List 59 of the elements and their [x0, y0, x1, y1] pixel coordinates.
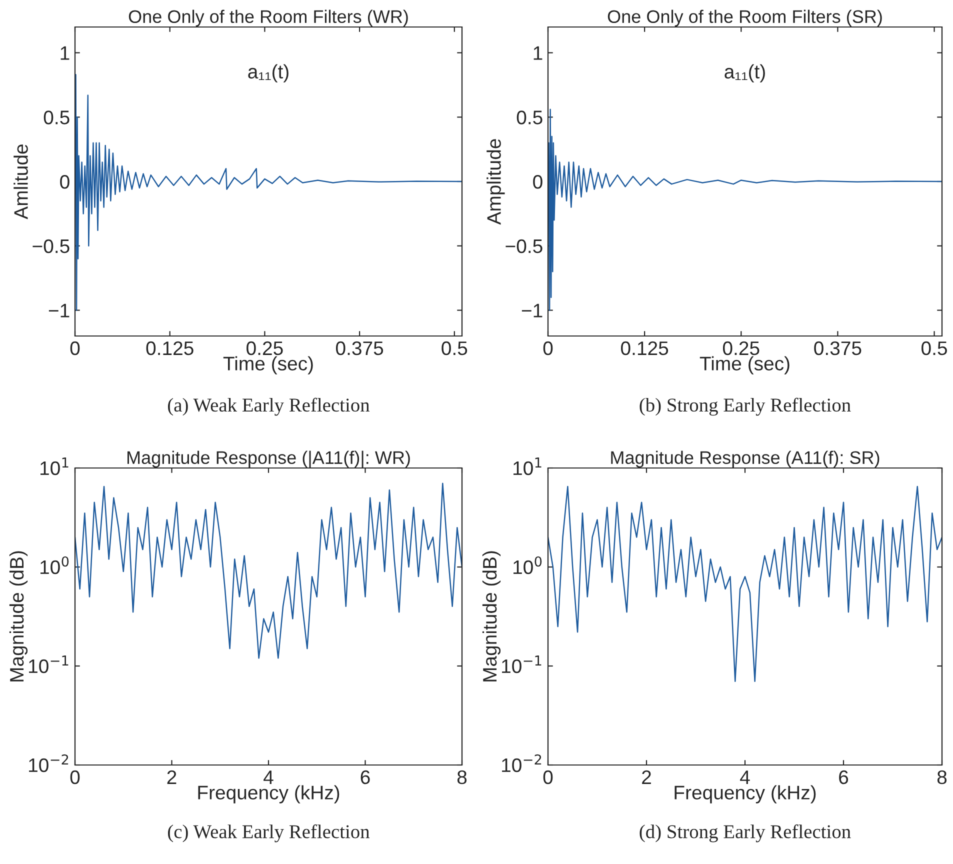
x-tick-label: 4: [740, 770, 750, 784]
text: (b) Strong Early Reflection: [640, 398, 851, 416]
x-tick-label: 0.375: [814, 341, 862, 356]
y-tick-label: −1: [48, 304, 70, 318]
y-tick-label: 10$^{−1}$: [502, 656, 542, 674]
y-tick-label: 10$^{1}$: [40, 458, 68, 476]
x-tick-label: 0.25: [722, 341, 760, 356]
y-axis-title: Magnitude (dB): [482, 551, 501, 682]
x-tick-label: 0.375: [336, 341, 384, 356]
chart-title: Magnitude Response (|A11(f)|: WR): [127, 450, 410, 468]
x-axis-title: Time (sec): [700, 356, 790, 374]
y-axis-title: Magnitude (dB): [9, 551, 28, 682]
y-tick-label: −0.5: [506, 239, 542, 254]
x-tick-label: 0.5: [922, 341, 947, 356]
x-tick-label: 0: [70, 770, 80, 784]
y-tick-label: 0: [533, 174, 542, 189]
y-axis-title: Amlitude: [14, 144, 28, 220]
y-tick-label: 0.5: [44, 110, 70, 124]
chart-title: One Only of the Room Filters (WR): [128, 10, 408, 27]
y-tick-label: −1: [522, 304, 542, 318]
x-tick-label: 2: [642, 770, 651, 784]
line-series: [548, 486, 942, 682]
y-tick-label: 0: [60, 174, 70, 189]
text: (c) Weak Early Reflection: [168, 824, 370, 842]
y-tick-label: 10$^{0}$: [514, 556, 542, 574]
y-axis-title: Amplitude: [486, 139, 505, 225]
x-tick-label: 4: [264, 770, 274, 784]
x-tick-label: 8: [937, 770, 947, 784]
y-tick-label: 10$^{−2}$: [502, 754, 542, 772]
chart-title: One Only of the Room Filters (SR): [608, 10, 882, 27]
x-tick-label: 2: [167, 770, 176, 784]
x-tick-label: 6: [360, 770, 370, 784]
y-tick-label: 1: [534, 46, 542, 60]
y-tick-label: 0.5: [516, 110, 542, 124]
x-tick-label: 0.25: [246, 341, 283, 356]
x-tick-label: 0: [70, 341, 80, 356]
y-tick-label: 10$^{−1}$: [29, 656, 68, 674]
text: (d) Strong Early Reflection: [640, 824, 851, 842]
chart-title: Magnitude Response (A11(f): SR): [611, 450, 880, 468]
x-axis-title: Frequency (kHz): [674, 785, 816, 804]
line-series: [75, 482, 462, 659]
y-tick-label: 1: [60, 46, 70, 60]
y-tick-label: 10$^{−2}$: [29, 754, 68, 772]
y-tick-label: 10$^{1}$: [514, 458, 542, 476]
x-axis-title: Time (sec): [223, 356, 313, 374]
x-tick-label: 8: [457, 770, 467, 784]
x-axis-title: Frequency (kHz): [198, 785, 340, 804]
text: (a) Weak Early Reflection: [168, 398, 370, 416]
x-tick-label: 0.125: [621, 341, 668, 356]
x-tick-label: 0: [543, 770, 553, 784]
x-tick-label: 0: [543, 341, 553, 356]
x-tick-label: 0.5: [442, 341, 468, 356]
y-tick-label: −0.5: [32, 239, 70, 254]
x-tick-label: 0.125: [146, 341, 194, 356]
line-series: [548, 108, 942, 311]
x-tick-label: 6: [839, 770, 848, 784]
annotation: a₁₁(t): [724, 64, 765, 82]
y-tick-label: 10$^{0}$: [40, 556, 69, 574]
annotation: a₁₁(t): [248, 64, 288, 82]
